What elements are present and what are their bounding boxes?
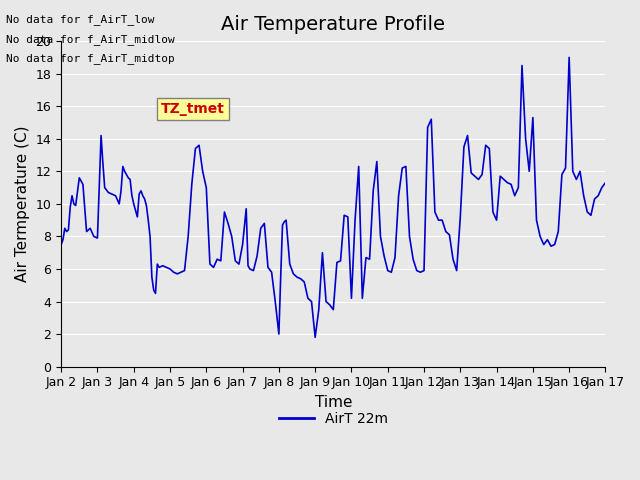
Text: No data for f_AirT_midlow: No data for f_AirT_midlow [6,34,175,45]
Text: TZ_tmet: TZ_tmet [161,102,225,116]
Legend: AirT 22m: AirT 22m [273,406,393,432]
Text: No data for f_AirT_low: No data for f_AirT_low [6,14,155,25]
Y-axis label: Air Termperature (C): Air Termperature (C) [15,126,30,282]
Title: Air Temperature Profile: Air Temperature Profile [221,15,445,34]
Text: No data for f_AirT_midtop: No data for f_AirT_midtop [6,53,175,64]
X-axis label: Time: Time [314,395,352,410]
